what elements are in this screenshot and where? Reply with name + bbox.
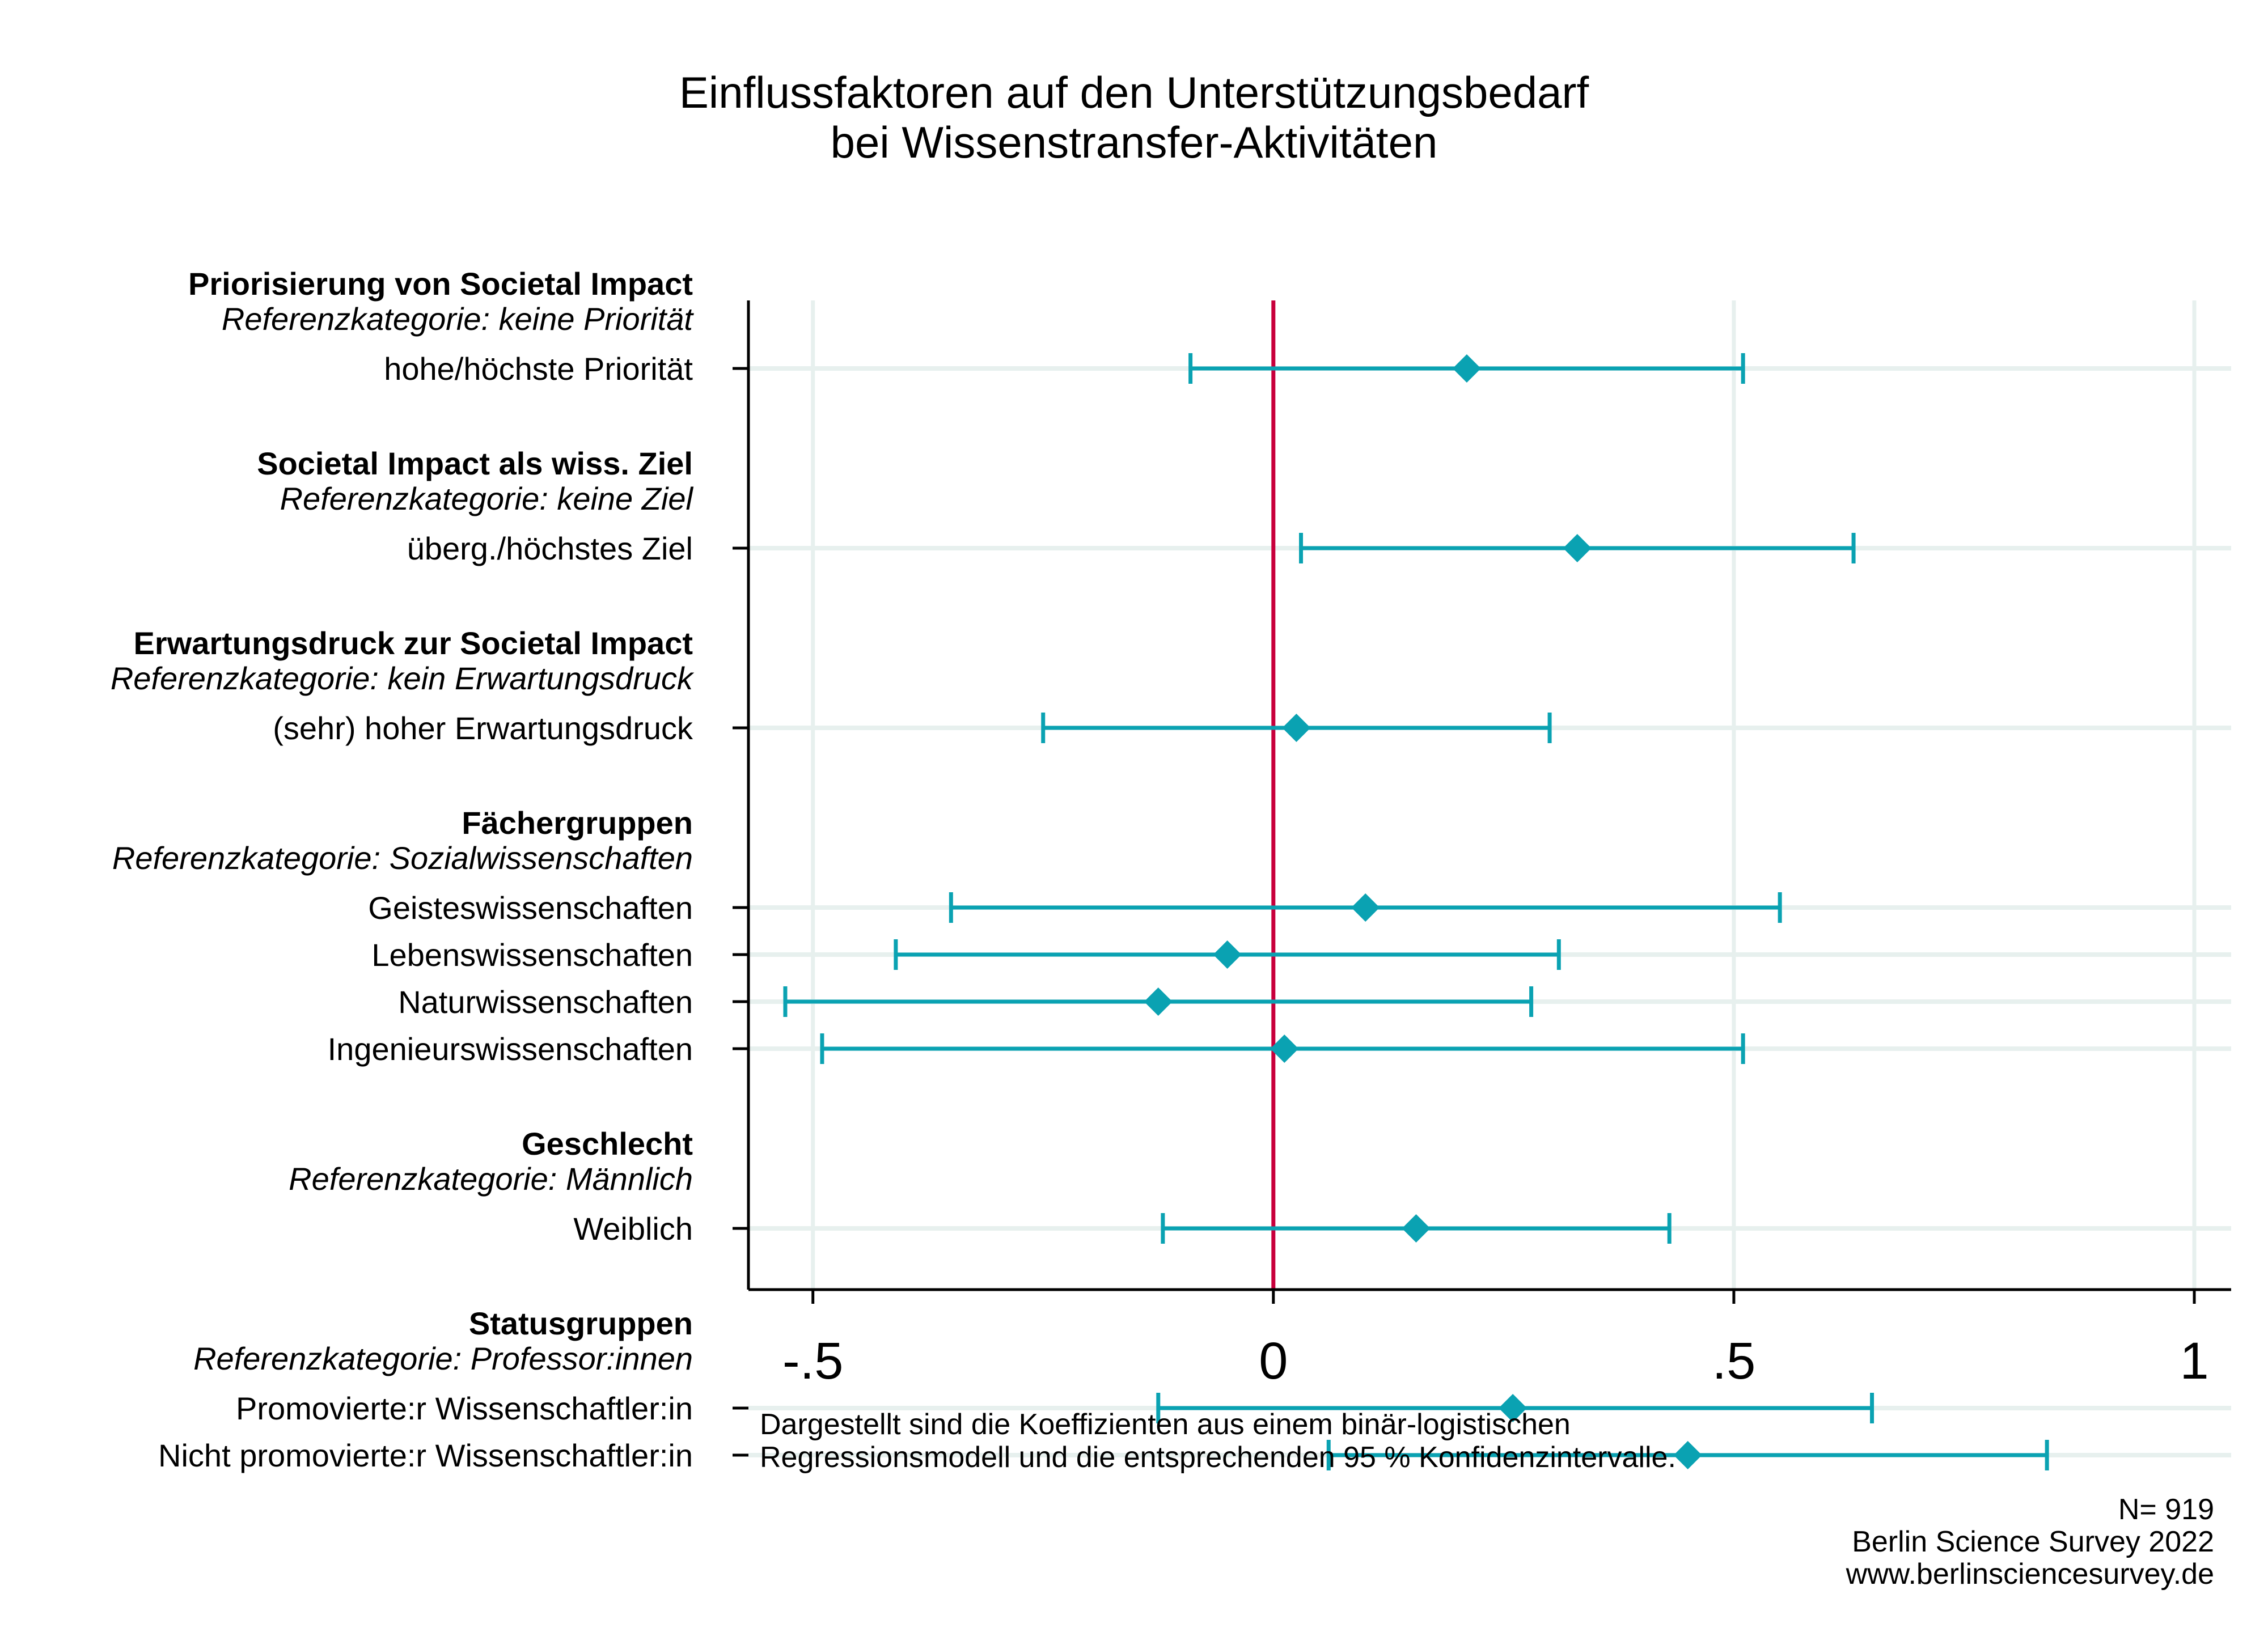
source-line: N= 919: [2118, 1493, 2214, 1526]
coefficient-row: [783, 986, 1534, 1017]
coefficient-row: [894, 939, 1561, 970]
row-label: Lebenswissenschaften: [371, 937, 693, 973]
x-tick-labels: -.5 0 .5 1: [782, 1332, 2209, 1390]
gridlines: [748, 300, 2231, 1457]
row-labels: Priorisierung von Societal ImpactReferen…: [111, 266, 695, 1473]
group-heading: Geschlecht: [522, 1126, 693, 1161]
group-heading: Erwartungsdruck zur Societal Impact: [134, 625, 693, 661]
coefficient-point: [1499, 1394, 1527, 1422]
row-label: Ingenieurswissenschaften: [328, 1031, 693, 1067]
axes: [733, 300, 2231, 1457]
coefficient-row: [1156, 1393, 1875, 1423]
coefficient-row: [1161, 1213, 1672, 1244]
chart-title: Einflussfaktoren auf den Unterstützungsb…: [679, 67, 1589, 167]
footnote: Dargestellt sind die Koeffizienten aus e…: [760, 1408, 1676, 1474]
reference-category: Referenzkategorie: Männlich: [289, 1161, 693, 1197]
coefficient-row: [820, 1033, 1745, 1064]
footnote-line: Regressionsmodell und die entsprechenden…: [760, 1441, 1676, 1474]
x-tick-label: 0: [1259, 1332, 1288, 1390]
x-tick-label: -.5: [782, 1332, 843, 1390]
coefficient-point: [1270, 1035, 1299, 1063]
chart-title-line: bei Wissenstransfer-Aktivitäten: [831, 117, 1438, 167]
row-label: Nicht promovierte:r Wissenschaftler:in: [158, 1438, 693, 1473]
coefficient-row: [1299, 533, 1856, 563]
x-tick-label: .5: [1712, 1332, 1756, 1390]
group-heading: Societal Impact als wiss. Ziel: [257, 446, 693, 481]
group-heading: Statusgruppen: [469, 1305, 693, 1341]
coefficient-point: [1402, 1214, 1431, 1243]
source-line: Berlin Science Survey 2022: [1852, 1525, 2214, 1558]
footnote-line: Dargestellt sind die Koeffizienten aus e…: [760, 1408, 1571, 1441]
coefficient-point: [1282, 714, 1311, 742]
x-tick-label: 1: [2180, 1332, 2208, 1390]
row-label: Geisteswissenschaften: [368, 890, 693, 926]
reference-category: Referenzkategorie: Sozialwissenschaften: [112, 840, 693, 876]
coefficient-row: [949, 892, 1782, 923]
row-label: (sehr) hoher Erwartungsdruck: [273, 710, 693, 746]
row-label: Naturwissenschaften: [398, 984, 693, 1020]
source-line: www.berlinsciencesurvey.de: [1846, 1558, 2214, 1591]
coefficient-point: [1452, 354, 1481, 383]
coefficient-row: [1326, 1440, 2049, 1470]
group-heading: Priorisierung von Societal Impact: [188, 266, 693, 302]
coefficient-point: [1673, 1441, 1702, 1469]
reference-category: Referenzkategorie: kein Erwartungsdruck: [111, 660, 695, 696]
chart-title-line: Einflussfaktoren auf den Unterstützungsb…: [679, 67, 1589, 117]
row-label: hohe/höchste Priorität: [384, 351, 693, 387]
reference-category: Referenzkategorie: Professor:innen: [193, 1341, 693, 1376]
group-heading: Fächergruppen: [462, 805, 693, 841]
coefficient-row: [1188, 353, 1745, 384]
row-label: Promovierte:r Wissenschaftler:in: [236, 1391, 693, 1426]
coefficient-point: [1351, 893, 1380, 922]
coefficient-point: [1144, 987, 1173, 1016]
row-label: überg./höchstes Ziel: [407, 531, 693, 566]
reference-category: Referenzkategorie: keine Priorität: [222, 301, 695, 337]
row-label: Weiblich: [573, 1211, 693, 1247]
coefficient-point: [1213, 940, 1242, 969]
coefficient-point: [1563, 534, 1592, 562]
coefficient-marks: [783, 353, 2049, 1470]
reference-category: Referenzkategorie: keine Ziel: [280, 481, 694, 516]
coefficient-row: [1041, 713, 1552, 743]
